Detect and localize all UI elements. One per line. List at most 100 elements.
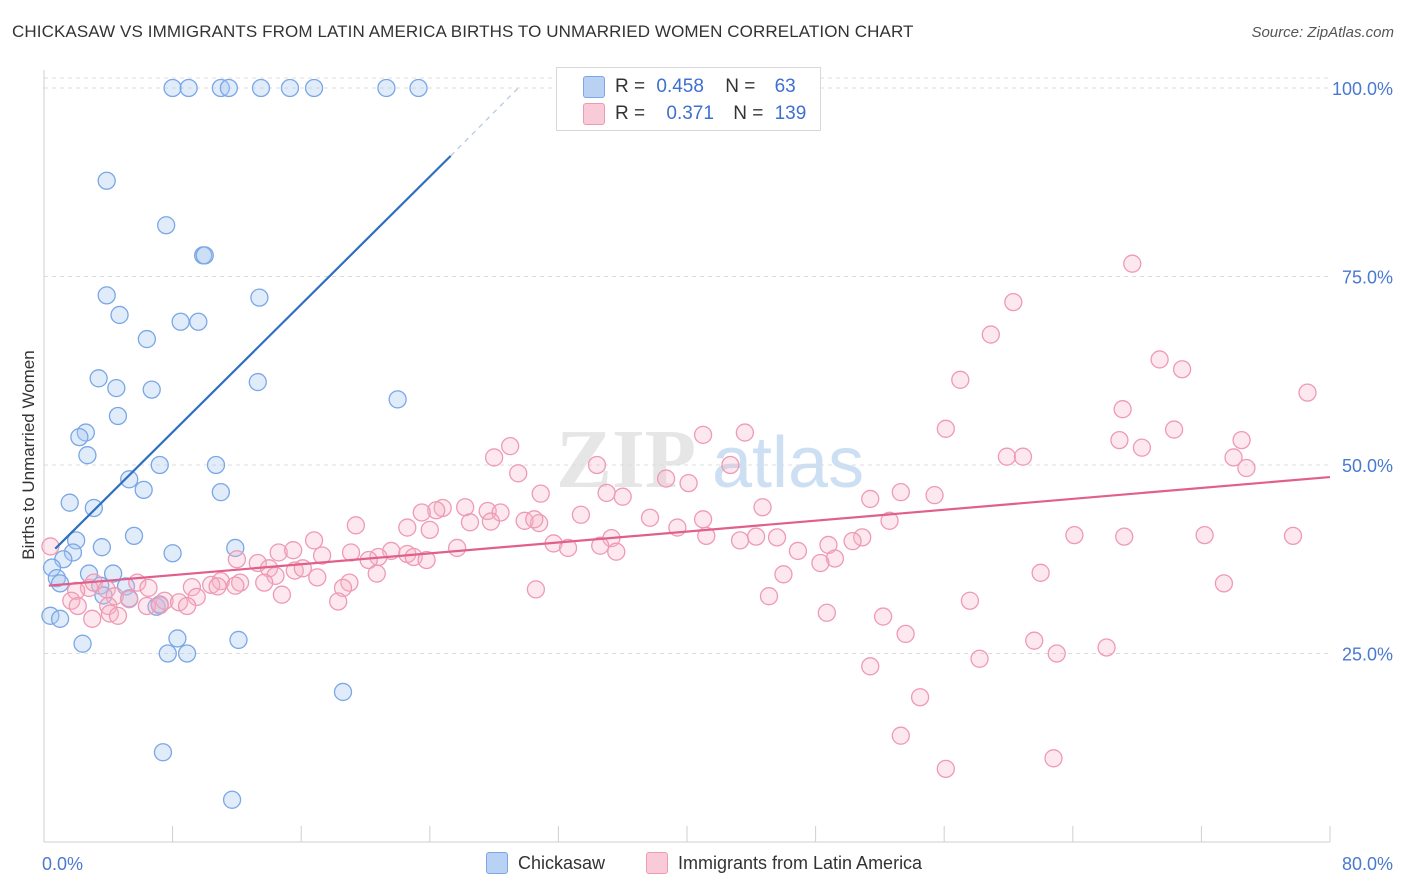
latin-america-point	[825, 549, 845, 568]
n-value-chickasaw: 63	[774, 76, 796, 97]
latin-america-point	[759, 587, 779, 606]
latin-america-point	[312, 546, 332, 565]
latin-america-point	[1232, 430, 1251, 450]
chart-title: CHICKASAW VS IMMIGRANTS FROM LATIN AMERI…	[12, 22, 914, 41]
latin-america-point	[484, 448, 504, 467]
latin-america-point	[656, 469, 676, 488]
latin-america-point	[308, 568, 327, 587]
latin-america-point	[843, 532, 862, 551]
latin-america-point	[99, 596, 118, 616]
trendlines	[48, 87, 1331, 587]
x-tick-label: 0.0%	[42, 854, 83, 874]
chickasaw-point	[248, 372, 267, 392]
latin-america-point	[1065, 525, 1084, 545]
r-label: R =	[615, 76, 646, 97]
chickasaw-point	[377, 78, 396, 98]
latin-america-point	[1123, 254, 1142, 273]
chickasaw-point	[280, 78, 300, 98]
n-value-latin-america: 139	[774, 103, 807, 124]
latin-america-point	[817, 603, 837, 622]
latin-america-point	[150, 596, 169, 615]
latin-america-point	[269, 543, 288, 562]
latin-america-point	[1224, 448, 1243, 467]
chickasaw-point	[73, 634, 92, 653]
chickasaw-point	[97, 286, 116, 305]
latin-america-swatch	[583, 103, 605, 125]
chickasaw-point	[226, 538, 245, 558]
latin-america-point	[981, 325, 1000, 344]
chickasaw-point	[153, 743, 173, 762]
latin-america-point	[891, 726, 910, 745]
chickasaw-point	[137, 329, 157, 349]
chickasaw-point	[97, 171, 116, 190]
latin-america-point	[774, 565, 793, 584]
chickasaw-trendline	[54, 155, 452, 550]
n-label: N =	[733, 103, 764, 124]
latin-america-point	[346, 516, 366, 535]
latin-america-point	[226, 576, 245, 595]
chickasaw-point	[107, 378, 126, 398]
latin-america-point	[1025, 631, 1044, 650]
stats-legend: R = 0.458 N = 63 R = 0.371 N = 139	[556, 67, 821, 131]
latin-america-point	[1097, 638, 1116, 657]
latin-america-point	[721, 455, 740, 475]
latin-america-point	[182, 577, 202, 597]
latin-america-point	[1214, 574, 1234, 593]
latin-america-point	[767, 528, 787, 547]
latin-america-point	[108, 606, 128, 625]
chickasaw-point	[42, 558, 62, 577]
latin-america-point	[753, 498, 772, 517]
latin-america-point	[333, 578, 353, 598]
chickasaw-point	[409, 78, 428, 98]
latin-america-point	[1013, 447, 1033, 466]
chickasaw-point	[195, 246, 214, 265]
latin-america-point	[597, 483, 616, 503]
latin-america-point	[697, 526, 716, 546]
latin-america-point	[83, 609, 102, 628]
latin-america-point	[526, 580, 546, 599]
latin-america-point	[1044, 749, 1063, 768]
latin-america-point	[1132, 438, 1152, 457]
chickasaw-point	[157, 216, 176, 235]
latin-america-point	[607, 542, 626, 561]
latin-america-point	[68, 596, 87, 616]
latin-america-point	[693, 425, 713, 444]
latin-america-point	[525, 510, 544, 529]
legend-stats-latin-america: R = 0.371 N = 139	[615, 103, 806, 125]
legend-item-chickasaw: Chickasaw	[486, 852, 605, 874]
latin-america-point	[558, 538, 578, 558]
latin-america-point	[120, 590, 139, 609]
y-tick-label: 100.0%	[1332, 79, 1393, 99]
latin-america-point	[1195, 525, 1214, 545]
latin-america-point	[591, 536, 610, 555]
chickasaw-point	[134, 480, 153, 500]
latin-america-point	[481, 512, 501, 531]
latin-america-point	[509, 464, 528, 483]
latin-america-point	[367, 564, 386, 583]
chickasaw-point	[60, 493, 79, 512]
n-label: N =	[725, 76, 756, 97]
latin-america-point	[1115, 527, 1134, 546]
latin-america-point	[412, 503, 431, 522]
r-value-latin-america: 0.371	[666, 103, 714, 124]
tick-labels: 25.0% 50.0% 75.0% 100.0% 0.0% 80.0%	[42, 79, 1393, 874]
chickasaw-point	[63, 543, 83, 562]
x-tick-label: 80.0%	[1342, 854, 1393, 874]
chickasaw-point	[304, 78, 324, 98]
latin-america-point	[730, 531, 750, 550]
latin-america-point	[853, 528, 872, 547]
chickasaw-point	[229, 630, 248, 650]
latin-america-point	[460, 513, 480, 532]
chickasaw-point	[206, 455, 226, 475]
chickasaw-point	[219, 78, 239, 98]
chickasaw-swatch	[583, 76, 605, 98]
latin-america-point	[1150, 350, 1169, 369]
chickasaw-point	[163, 544, 182, 563]
latin-america-point	[1004, 292, 1023, 312]
latin-america-point	[936, 759, 955, 779]
chickasaw-point	[110, 305, 129, 325]
latin-america-point	[501, 436, 520, 456]
chickasaw-point	[189, 312, 208, 331]
chickasaw-point	[158, 644, 177, 663]
chickasaw-point	[222, 790, 242, 809]
